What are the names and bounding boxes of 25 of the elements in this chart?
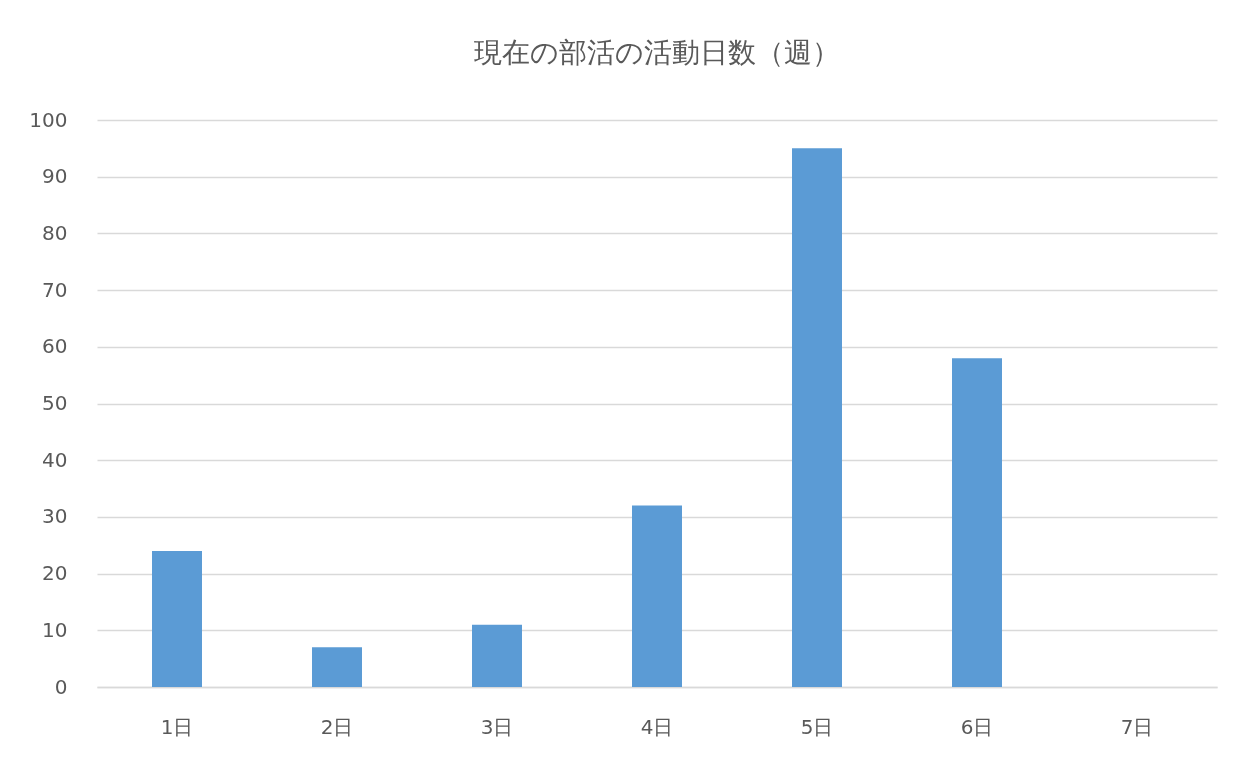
y-tick-label: 50 (42, 391, 68, 415)
x-tick-label: 2日 (320, 714, 354, 739)
x-tick-label: 5日 (800, 714, 834, 739)
x-tick-label: 6日 (960, 714, 994, 739)
x-tick-label: 7日 (1120, 714, 1154, 739)
x-tick-label: 1日 (160, 714, 194, 739)
y-tick-label: 0 (54, 674, 68, 699)
x-tick-label: 3日 (480, 714, 514, 739)
bar (952, 358, 1002, 687)
bar (312, 647, 362, 687)
bar (472, 624, 522, 687)
x-tick-label: 4日 (640, 714, 674, 739)
y-tick-label: 60 (42, 334, 68, 359)
y-tick-label: 100 (29, 107, 68, 132)
bar (632, 505, 682, 687)
y-tick-label: 70 (42, 277, 68, 302)
bar (152, 550, 202, 687)
y-tick-label: 20 (42, 561, 68, 586)
y-tick-label: 90 (42, 164, 68, 189)
bar (792, 148, 842, 687)
y-tick-label: 80 (42, 220, 68, 245)
chart-title: 現在の部活の活動日数（週） (474, 36, 840, 69)
y-tick-label: 30 (42, 504, 68, 529)
y-tick-label: 10 (42, 617, 68, 642)
y-tick-label: 40 (42, 447, 68, 472)
